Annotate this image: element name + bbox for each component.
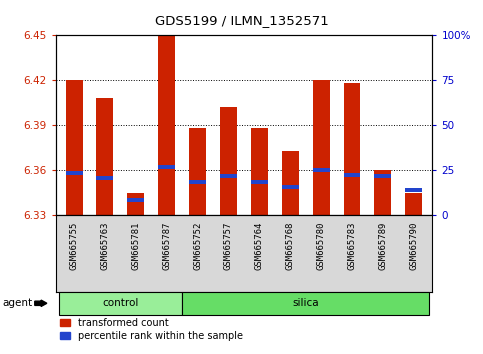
Text: GSM665763: GSM665763 <box>100 221 110 270</box>
Bar <box>158 165 175 169</box>
Bar <box>220 174 237 178</box>
Bar <box>251 180 268 184</box>
Text: GSM665764: GSM665764 <box>255 221 264 270</box>
Text: control: control <box>102 298 139 308</box>
Text: GDS5199 / ILMN_1352571: GDS5199 / ILMN_1352571 <box>155 13 328 27</box>
Bar <box>128 198 144 202</box>
Bar <box>251 128 268 215</box>
Bar <box>282 151 298 215</box>
Text: GSM665790: GSM665790 <box>409 221 418 270</box>
Bar <box>189 128 206 215</box>
Text: GSM665755: GSM665755 <box>70 221 79 270</box>
Bar <box>374 170 391 215</box>
Bar <box>66 171 83 175</box>
Bar <box>282 184 298 189</box>
Bar <box>58 292 182 314</box>
Bar <box>66 80 83 215</box>
Text: GSM665789: GSM665789 <box>378 221 387 270</box>
Text: GSM665752: GSM665752 <box>193 221 202 270</box>
Text: GSM665781: GSM665781 <box>131 221 141 270</box>
Text: GSM665780: GSM665780 <box>317 221 326 270</box>
Bar <box>182 292 429 314</box>
Bar <box>189 180 206 184</box>
Legend: transformed count, percentile rank within the sample: transformed count, percentile rank withi… <box>60 318 243 341</box>
Bar <box>158 33 175 215</box>
Bar <box>97 98 114 215</box>
Bar <box>405 188 422 192</box>
Bar <box>374 174 391 178</box>
Text: silica: silica <box>292 298 319 308</box>
Text: GSM665783: GSM665783 <box>347 221 356 270</box>
Bar <box>220 107 237 215</box>
Text: agent: agent <box>2 298 32 308</box>
Text: GSM665757: GSM665757 <box>224 221 233 270</box>
Bar <box>97 176 114 180</box>
Bar <box>313 168 329 172</box>
Bar <box>343 83 360 215</box>
Text: GSM665768: GSM665768 <box>286 221 295 270</box>
Bar <box>128 193 144 215</box>
Bar <box>405 193 422 215</box>
Bar <box>343 172 360 177</box>
Bar <box>313 80 329 215</box>
Text: GSM665787: GSM665787 <box>162 221 171 270</box>
